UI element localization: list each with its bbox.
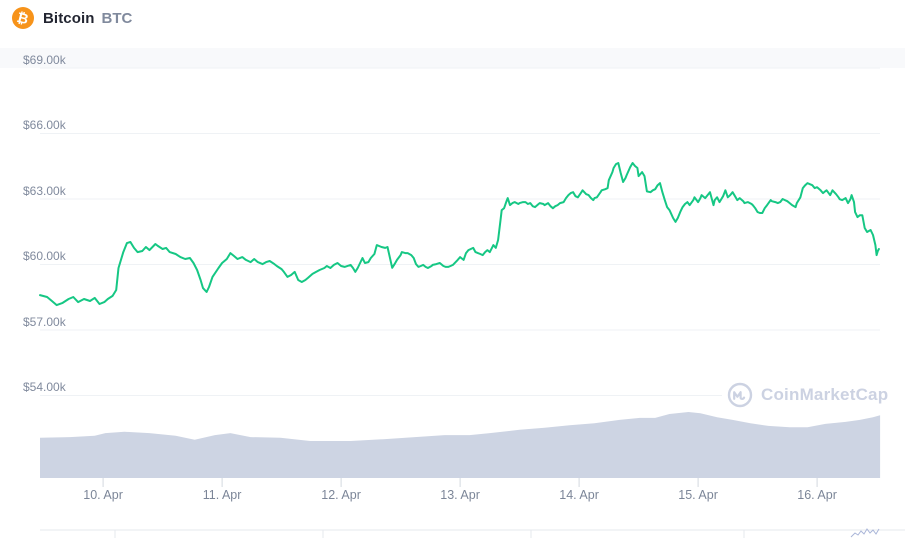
x-tick-label-2: 12. Apr <box>321 488 361 502</box>
y-tick-label-5: $54.00k <box>23 380 66 394</box>
y-tick-label-1: $66.00k <box>23 118 66 132</box>
coinmarketcap-watermark: CoinMarketCap <box>722 381 894 408</box>
x-tick-label-5: 15. Apr <box>678 488 718 502</box>
coinmarketcap-logo-icon <box>727 382 753 407</box>
y-tick-label-3: $60.00k <box>23 249 66 263</box>
y-tick-label-0: $69.00k <box>23 52 66 67</box>
bitcoin-icon: ₿ <box>12 7 34 29</box>
volume-area-series <box>40 412 881 478</box>
y-tick-label-2: $63.00k <box>23 183 66 198</box>
navigator-sparkline <box>850 528 880 538</box>
coin-header: ₿ Bitcoin BTC <box>12 5 132 31</box>
x-axis-tick-marks <box>102 478 818 487</box>
y-tick-label-4: $57.00k <box>23 314 66 329</box>
watermark-text: CoinMarketCap <box>761 384 889 404</box>
coin-name: Bitcoin <box>43 9 95 27</box>
plot-top-band <box>0 48 905 68</box>
x-tick-label-4: 14. Apr <box>559 488 599 502</box>
x-tick-label-1: 11. Apr <box>202 488 242 502</box>
gridlines <box>40 67 880 396</box>
coin-symbol: BTC <box>101 9 133 27</box>
x-tick-label-0: 10. Apr <box>83 488 123 502</box>
x-tick-label-3: 13. Apr <box>440 488 480 502</box>
price-line-series <box>39 162 880 307</box>
x-tick-label-6: 16. Apr <box>797 488 837 502</box>
navigator-strip[interactable] <box>40 528 905 538</box>
